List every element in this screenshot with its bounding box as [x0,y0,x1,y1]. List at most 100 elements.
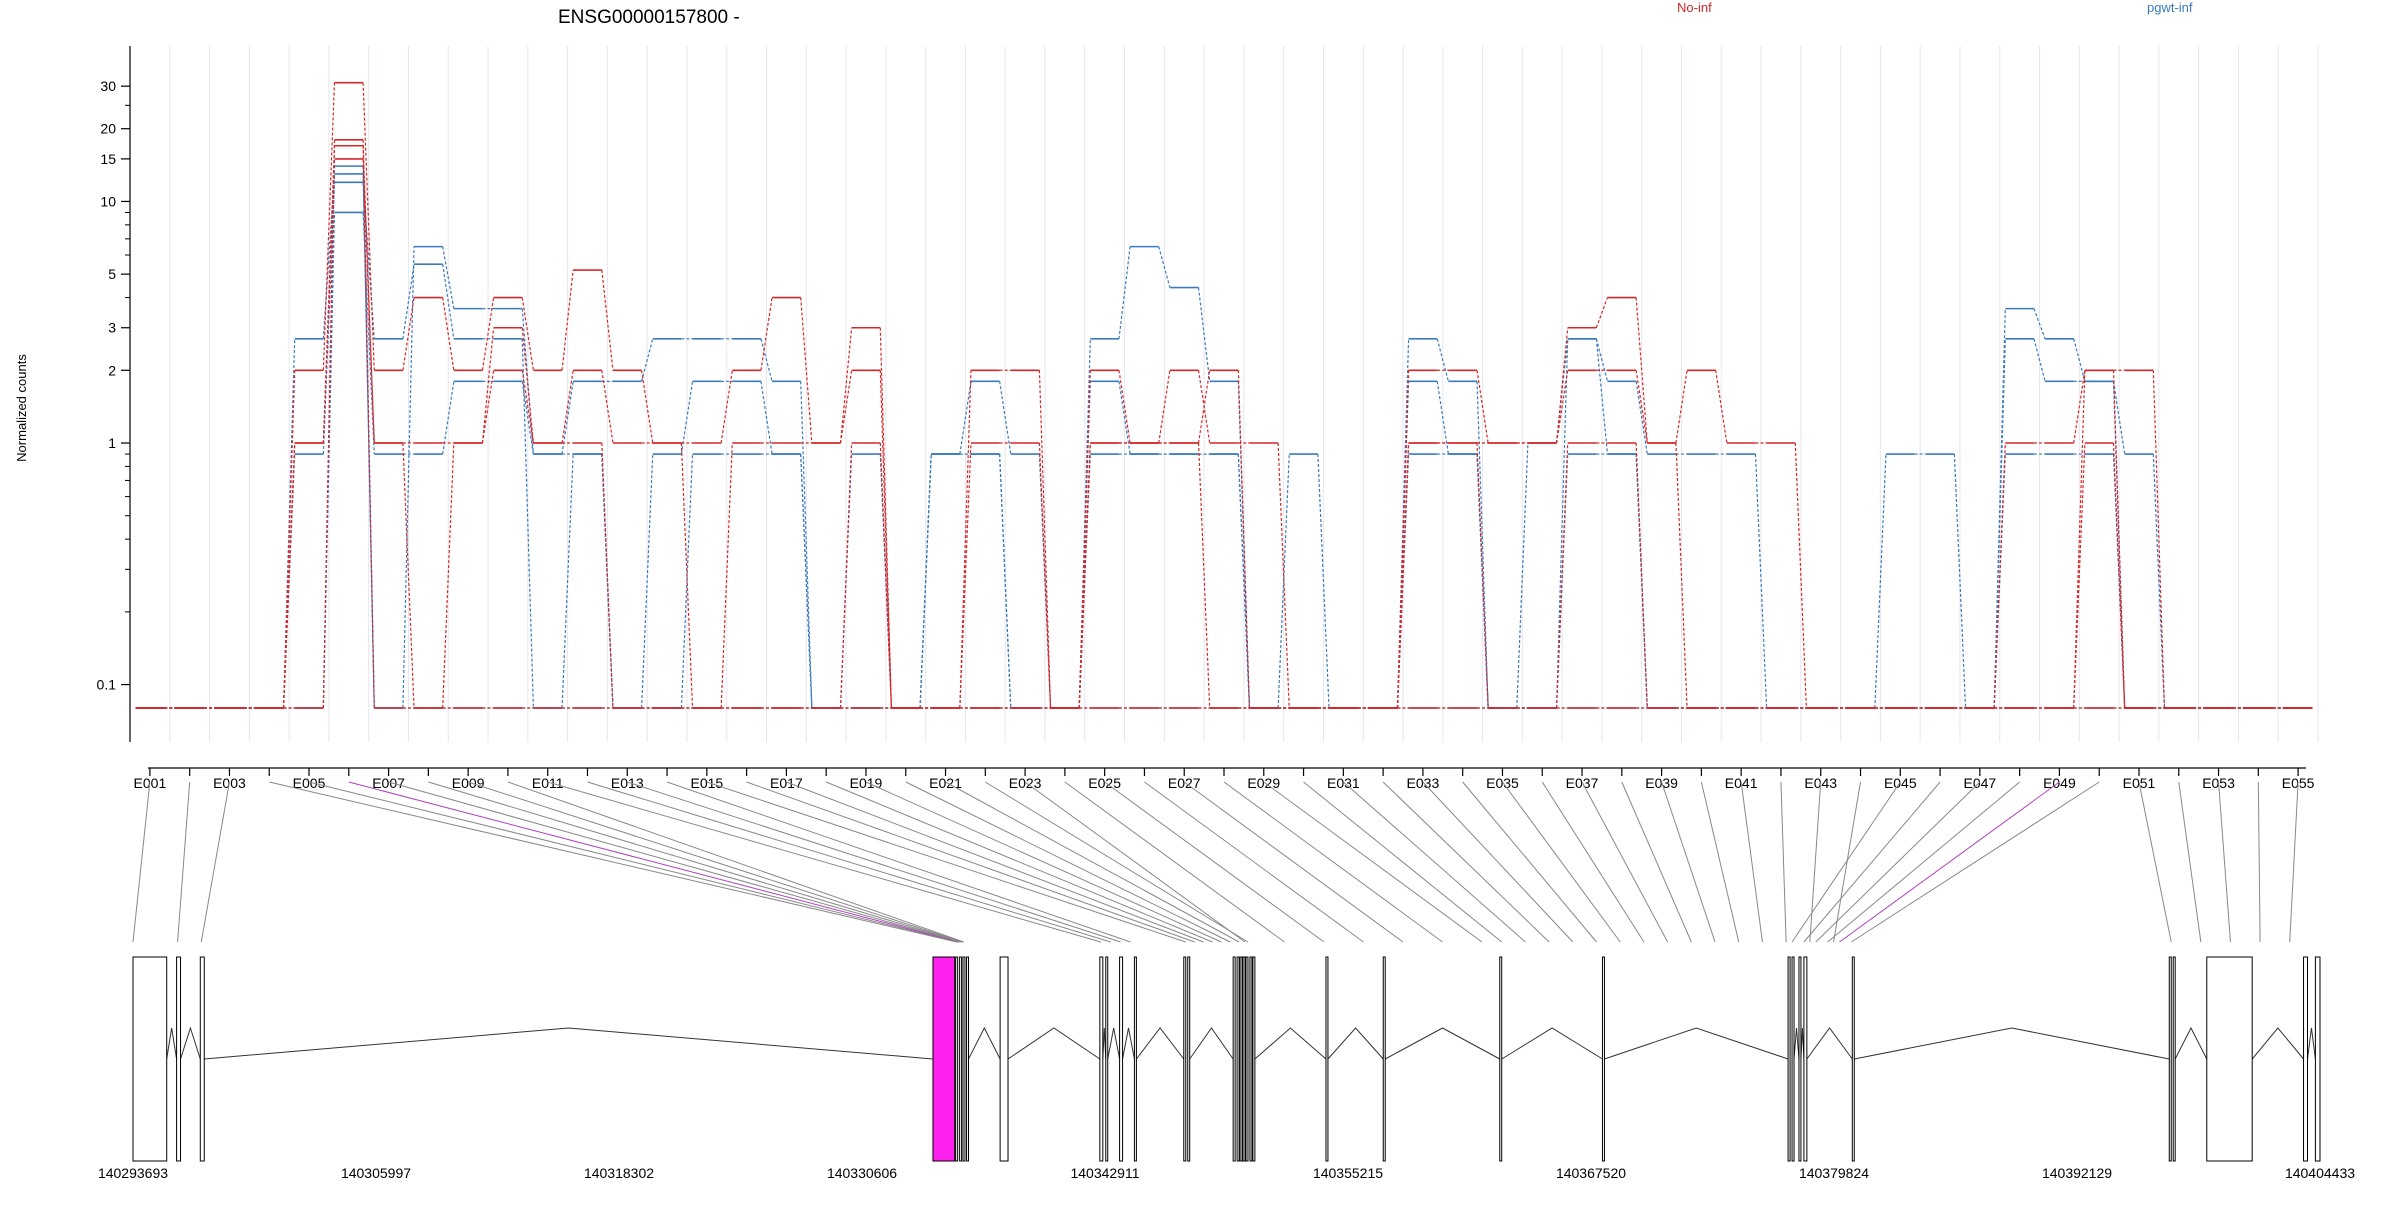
gene-exon [1236,956,1240,1162]
genomic-tick-label: 140330606 [827,1165,897,1181]
exon-connector [905,781,1231,943]
intron [1189,1027,1234,1060]
gene-exon [1232,956,1236,1162]
series-segment [1635,381,1648,455]
gene-exon [2206,956,2253,1162]
series-segment [481,370,495,444]
gene-exon [966,956,970,1162]
intron [204,1027,934,1060]
series-segment [1794,442,1808,709]
y-tick-label: 30 [100,78,116,94]
exon-connector [1700,781,1740,943]
series-pgwt-inf [135,181,2313,709]
intron [1854,1027,2170,1060]
exon-connector [1223,781,1443,943]
series-segment [800,381,813,709]
exon-connector [865,781,1222,943]
exon-tick-label: E007 [372,775,405,791]
series-segment [1237,370,1251,709]
exon-connector [1833,781,1862,943]
exon-tick-label: E009 [452,775,485,791]
exon-axis: E001 E003 E005 E007 E009 E011 E013 E015 E017 E019… [134,767,2315,791]
series-segment [1158,246,1171,288]
gene-exon [932,956,956,1162]
genomic-tick-label: 140342911 [1070,1165,1139,1181]
genomic-tick-label: 140305997 [341,1165,411,1181]
exon-connector [1422,781,1574,943]
exon-tick-label: E031 [1327,775,1360,791]
exon-connector [1144,781,1364,943]
exon-tick-label: E049 [2043,775,2076,791]
exon-tick-label: E045 [1884,775,1917,791]
series-segment [2152,370,2166,709]
exon-tick-label: E015 [690,775,723,791]
series-segment [601,269,614,371]
series-segment [1555,327,1569,444]
exon-connector [1183,781,1404,943]
series-lines [135,81,2313,709]
series-segment [601,370,614,444]
exon-connector [2257,781,2261,943]
series-segment [402,297,415,371]
intron [180,1026,201,1060]
exon-connector [507,781,964,943]
exon-connector [1791,781,1901,943]
gene-exon [2172,956,2176,1162]
exon-connector [587,781,1111,943]
intron [1122,1027,1135,1060]
exon-tick-label: E029 [1247,775,1280,791]
gene-exon [1803,956,1808,1162]
series-segment [362,82,375,371]
series-segment [1038,442,1052,709]
intron [166,1027,178,1060]
exon-connector [1024,781,1246,943]
exon-connector [388,781,961,943]
exon-connector [1462,781,1597,943]
series-segment [1476,442,1489,709]
intron [968,1026,1001,1060]
exon-connector [1343,781,1526,943]
exon-connector [1621,781,1692,943]
series-segment [481,327,495,444]
vertical-gridlines [129,46,2319,742]
series-segment [1993,338,2006,709]
y-tick-label: 3 [108,320,116,336]
series-segment [2112,442,2126,709]
exon-connector [177,781,191,943]
exon-connector [1827,781,2020,943]
series-segment [1516,442,1529,709]
gene-exon [1787,956,1791,1162]
series-segment [402,246,415,709]
series-segment [680,442,694,709]
series-segment [1396,442,1410,709]
series-segment [1595,338,1609,382]
exon-connector [132,781,151,943]
series-segment [760,297,773,371]
gene-exon [1249,956,1253,1162]
gene-exon [962,956,966,1162]
chart-title: ENSG00000157800 - [558,7,740,28]
gene-exon [2168,956,2172,1162]
intron [1327,1027,1384,1060]
series-segment [1953,454,1967,709]
gene-model [132,956,2321,1162]
exon-tick-label: E011 [532,775,564,791]
gene-exon [1798,956,1802,1162]
gene-exon [176,956,182,1162]
intron [1007,1027,1101,1060]
series-segment [2073,338,2086,382]
y-tick-label: 5 [108,266,116,282]
series-segment [1993,442,2006,709]
exon-connector [1263,781,1483,943]
series-segment [839,442,853,709]
genomic-tick-label: 140379824 [1799,1165,1869,1181]
genomic-tick-label: 140355215 [1313,1165,1383,1181]
exon-connector [2218,781,2231,943]
series-segment [720,442,733,709]
series-segment [1436,381,1449,455]
exon-connector [786,781,1204,943]
exon-tick-label: E005 [293,775,326,791]
intron [1501,1027,1603,1060]
series-segment [760,381,773,455]
legend-label-pgwt-inf: pgwt-inf [2147,0,2193,15]
